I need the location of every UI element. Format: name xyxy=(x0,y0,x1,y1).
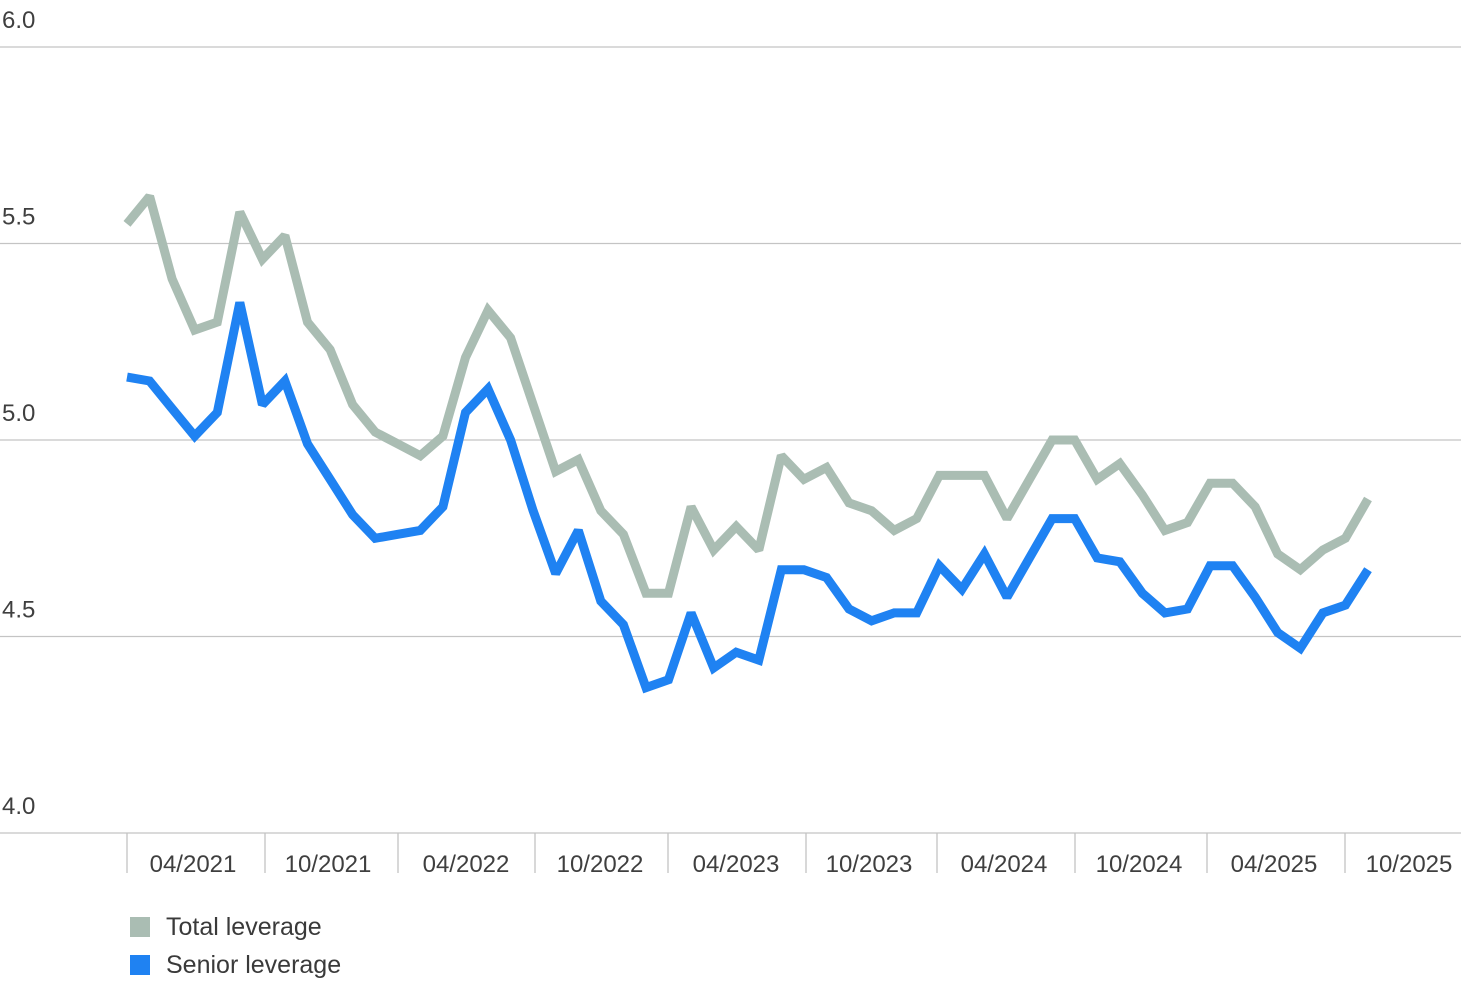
x-tick-label: 10/2022 xyxy=(557,851,644,878)
legend-label-total-leverage: Total leverage xyxy=(166,912,322,941)
x-axis-ticks: 04/2021 10/2021 04/2022 10/2022 04/2023 10/20… xyxy=(126,833,1453,878)
series-line-total-leverage xyxy=(123,193,1372,598)
series-lines xyxy=(123,193,1372,694)
legend-swatch-senior-leverage xyxy=(130,955,150,975)
x-tick-label: 04/2021 xyxy=(150,851,237,878)
x-tick-label: 04/2022 xyxy=(423,851,510,878)
y-tick-label: 6.0 xyxy=(2,7,35,34)
x-tick-label: 10/2021 xyxy=(285,851,372,878)
series-line-senior-leverage xyxy=(126,301,1372,694)
y-tick-label: 4.5 xyxy=(2,597,35,624)
x-tick-label: 04/2024 xyxy=(961,851,1048,878)
legend: Total leverage Senior leverage xyxy=(130,908,341,984)
y-axis-ticks: 6.0 5.5 5.0 4.5 4.0 xyxy=(2,7,35,820)
gridlines xyxy=(0,46,1461,834)
y-tick-label: 4.0 xyxy=(2,793,35,820)
legend-label-senior-leverage: Senior leverage xyxy=(166,950,342,979)
y-tick-label: 5.5 xyxy=(2,204,35,231)
line-chart: 6.0 5.5 5.0 4.5 4.0 04/2021 10/2021 04/2022 10/… xyxy=(0,7,1461,878)
y-tick-label: 5.0 xyxy=(2,400,35,427)
legend-item-senior-leverage: Senior leverage xyxy=(130,946,341,984)
x-tick-label: 04/2025 xyxy=(1231,851,1318,878)
x-tick-label: 10/2023 xyxy=(826,851,913,878)
x-tick-label: 04/2023 xyxy=(693,851,780,878)
legend-item-total-leverage: Total leverage xyxy=(130,908,341,946)
legend-swatch-total-leverage xyxy=(130,917,150,937)
x-tick-label: 10/2024 xyxy=(1096,851,1183,878)
x-tick-label: 10/2025 xyxy=(1366,851,1453,878)
